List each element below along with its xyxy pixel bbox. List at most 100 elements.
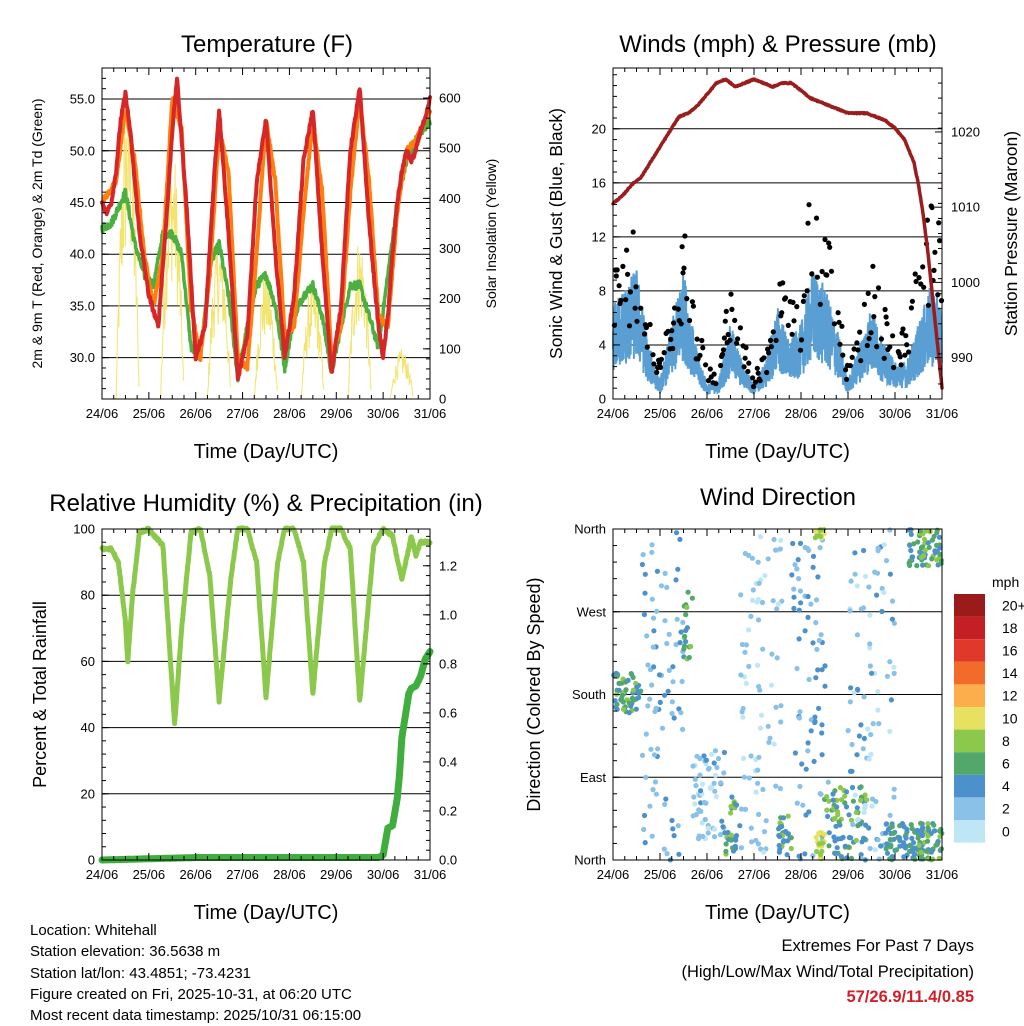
x-tick-label: 24/06 (597, 406, 630, 421)
direction-point (819, 667, 825, 673)
direction-point (859, 839, 865, 845)
x-axis-label: Time (Day/UTC) (705, 902, 850, 924)
gust-point (826, 240, 832, 246)
direction-point (907, 558, 913, 565)
gust-point (824, 272, 830, 278)
direction-point (854, 583, 860, 589)
direction-point (794, 665, 800, 672)
y2-tick-label: 0.2 (439, 803, 457, 818)
direction-point (723, 848, 729, 855)
gust-point (822, 236, 828, 243)
colorbar-swatch (954, 639, 985, 662)
gust-point (620, 263, 626, 269)
direction-point (783, 828, 789, 835)
colorbar-swatch (954, 797, 985, 820)
direction-point (797, 783, 803, 790)
gust-point (913, 278, 919, 285)
gust-point (931, 267, 937, 273)
solar-day-4 (253, 269, 278, 400)
y2-tick-label: 400 (439, 191, 461, 206)
gust-point (727, 337, 733, 343)
direction-point (743, 680, 749, 687)
direction-point (938, 560, 944, 567)
direction-point (820, 840, 826, 846)
direction-point (670, 679, 676, 685)
direction-point (616, 687, 622, 693)
colorbar-label: 16 (1002, 643, 1018, 659)
direction-point (705, 825, 711, 831)
direction-point (931, 822, 937, 828)
gust-point (752, 379, 759, 385)
direction-point (780, 815, 787, 821)
colorbar-label: 20+ (1002, 597, 1024, 613)
colorbar-label: 6 (1002, 756, 1010, 772)
direction-point (884, 841, 890, 847)
direction-point (769, 651, 775, 657)
x-tick-label: 26/06 (179, 867, 212, 882)
colorbar-swatch (954, 594, 985, 617)
direction-point (813, 834, 819, 840)
direction-point (683, 612, 689, 618)
direction-point (846, 834, 853, 841)
direction-point (817, 527, 823, 533)
gust-point (732, 317, 738, 323)
y-tick-label: North (574, 853, 606, 868)
direction-point (867, 663, 874, 669)
direction-point (854, 752, 860, 758)
direction-point (763, 818, 769, 824)
direction-point (642, 571, 648, 577)
direction-point (714, 764, 720, 771)
direction-point (620, 706, 627, 712)
direction-point (831, 816, 837, 822)
direction-point (612, 698, 618, 704)
direction-point (757, 725, 764, 731)
gust-point (633, 284, 639, 290)
direction-point (912, 856, 918, 862)
y-tick-label: 12 (592, 229, 606, 244)
direction-point (771, 536, 777, 543)
direction-point (719, 818, 725, 824)
direction-point (848, 685, 854, 691)
direction-point (832, 838, 838, 844)
colorbar-swatch (954, 752, 985, 775)
y-tick-label: 100 (73, 522, 95, 537)
direction-point (639, 561, 646, 568)
y-tick-label: South (572, 687, 606, 702)
solar-day-3 (206, 243, 231, 400)
colorbar-swatch (954, 820, 985, 843)
direction-point (847, 608, 853, 614)
direction-point (761, 829, 768, 835)
direction-point (819, 830, 825, 836)
direction-point (831, 834, 837, 840)
x-axis-label: Time (Day/UTC) (705, 441, 850, 463)
direction-point (843, 789, 850, 795)
gust-point (904, 342, 910, 348)
direction-point (675, 823, 681, 829)
gust-point (641, 331, 648, 337)
direction-point (684, 604, 690, 611)
y2-tick-label: 0.0 (439, 853, 457, 868)
direction-point (926, 563, 932, 569)
gust-point (722, 318, 728, 324)
direction-point (728, 810, 734, 816)
direction-point (855, 816, 861, 823)
direction-point (865, 726, 871, 732)
x-tick-label: 27/06 (226, 406, 259, 421)
direction-point (862, 573, 869, 579)
direction-point (617, 680, 623, 686)
station-location: Location: Whitehall (30, 922, 157, 939)
direction-point (888, 697, 895, 703)
gust-point (650, 352, 656, 358)
direction-point (906, 527, 913, 533)
colorbar-swatch (954, 616, 985, 640)
direction-point (917, 528, 924, 534)
gust-point (872, 294, 878, 300)
gust-point (805, 220, 811, 226)
y-tick-label: 16 (592, 175, 606, 190)
direction-point (677, 536, 683, 543)
direction-point (666, 631, 672, 637)
direction-point (746, 775, 753, 781)
gust-point (719, 351, 726, 358)
direction-point (814, 646, 820, 653)
